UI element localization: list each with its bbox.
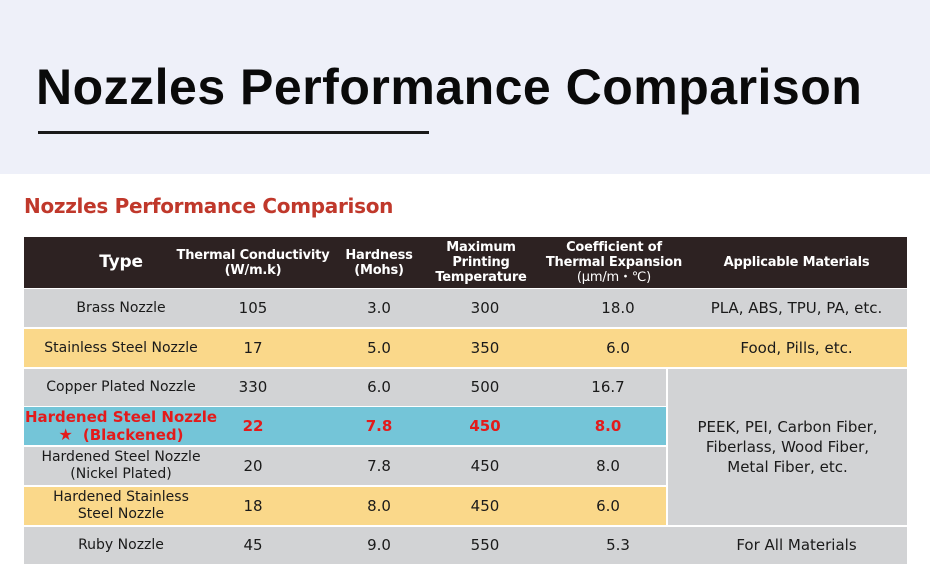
row-stainless-temperature: 350: [420, 329, 550, 367]
table-title: Nozzles Performance Comparison: [24, 194, 394, 218]
row-brass-materials: PLA, ABS, TPU, PA, etc.: [686, 289, 907, 327]
header-temperature-line3: Temperature: [435, 270, 527, 285]
header-hardness-line2: (Mohs): [354, 262, 404, 278]
row-hardened-stainless-name-line2: Steel Nozzle: [77, 506, 165, 522]
row-ruby-conductivity: 45: [218, 527, 288, 564]
row-brass-name: Brass Nozzle: [24, 289, 218, 327]
header-temperature-line1: Maximum: [446, 240, 516, 255]
row-brass-temperature: 300: [420, 289, 550, 327]
header-hardness-line1: Hardness: [345, 247, 413, 263]
header-conductivity-line2: (W/m.k): [224, 262, 282, 278]
row-hardened-stainless-temperature: 450: [420, 487, 550, 525]
row-hardened-nickel-name: Hardened Steel Nozzle (Nickel Plated): [24, 447, 218, 485]
merged-materials-cell: PEEK, PEI, Carbon Fiber, Fiberlass, Wood …: [668, 369, 907, 525]
row-ruby-expansion: 5.3: [550, 527, 686, 564]
row-brass-conductivity: 105: [218, 289, 288, 327]
header-conductivity: Thermal Conductivity (W/m.k): [168, 237, 338, 288]
row-hardened-stainless-name: Hardened Stainless Steel Nozzle: [24, 487, 218, 525]
star-icon: ★: [58, 424, 73, 444]
row-hardened-nickel-name-line1: Hardened Steel Nozzle: [41, 449, 201, 465]
row-stainless-expansion: 6.0: [550, 329, 686, 367]
merged-materials-line3: Metal Fiber, etc.: [727, 458, 848, 476]
row-copper-expansion: 16.7: [550, 369, 666, 406]
row-brass-expansion: 18.0: [550, 289, 686, 327]
row-hardened-nickel-conductivity: 20: [218, 447, 288, 485]
row-copper-name-text: Copper Plated Nozzle: [46, 379, 196, 395]
header-expansion-line2: Thermal Expansion: [545, 255, 683, 270]
row-ruby-name: Ruby Nozzle: [24, 527, 218, 564]
row-brass-name-text: Brass Nozzle: [76, 299, 166, 316]
header-materials: Applicable Materials: [686, 237, 907, 288]
header-hardness: Hardness (Mohs): [338, 237, 420, 288]
row-hardened-nickel-name-line2: (Nickel Plated): [70, 466, 172, 482]
header-expansion-line1: Coefficient of: [566, 240, 662, 255]
row-stainless-conductivity: 17: [218, 329, 288, 367]
row-ruby-materials: For All Materials: [686, 527, 907, 564]
row-hardened-stainless-conductivity: 18: [218, 487, 288, 525]
header-conductivity-line1: Thermal Conductivity: [176, 247, 330, 263]
merged-materials-line1: PEEK, PEI, Carbon Fiber,: [697, 418, 878, 436]
header-materials-label: Applicable Materials: [723, 255, 870, 270]
header-type-text: Type: [99, 252, 143, 272]
row-ruby-temperature: 550: [420, 527, 550, 564]
page-title: Nozzles Performance Comparison: [36, 59, 863, 115]
row-copper-conductivity: 330: [218, 369, 288, 406]
row-hardened-blackened-name: Hardened Steel Nozzle ★ (Blackened): [24, 407, 218, 445]
header-expansion: Coefficient of Thermal Expansion (μm/m・℃): [542, 237, 686, 288]
header-temperature: Maximum Printing Temperature: [420, 237, 542, 288]
row-hardened-blackened-conductivity: 22: [218, 407, 288, 445]
row-copper-temperature: 500: [420, 369, 550, 406]
header-temperature-line2: Printing: [452, 255, 510, 270]
row-ruby-name-text: Ruby Nozzle: [78, 537, 164, 553]
row-stainless-name: Stainless Steel Nozzle: [24, 329, 218, 367]
row-hardened-blackened-expansion: 8.0: [550, 407, 666, 445]
row-hardened-stainless-name-line1: Hardened Stainless: [53, 489, 189, 505]
row-hardened-blackened-name-line1: Hardened Steel Nozzle: [24, 407, 218, 426]
row-hardened-stainless-expansion: 6.0: [550, 487, 666, 525]
row-stainless-name-text: Stainless Steel Nozzle: [44, 339, 198, 356]
header-expansion-line3: (μm/m・℃): [576, 270, 652, 285]
title-banner: [0, 0, 930, 174]
row-hardened-blackened-name-line2: (Blackened): [82, 425, 184, 444]
row-stainless-materials: Food, Pills, etc.: [686, 329, 907, 367]
row-hardened-blackened-temperature: 450: [420, 407, 550, 445]
row-hardened-nickel-temperature: 450: [420, 447, 550, 485]
title-underline: [38, 131, 429, 134]
header-type-overlay: Type: [24, 237, 218, 288]
merged-materials-line2: Fiberlass, Wood Fiber,: [705, 438, 870, 456]
row-copper-name: Copper Plated Nozzle: [24, 369, 218, 406]
row-hardened-nickel-expansion: 8.0: [550, 447, 666, 485]
